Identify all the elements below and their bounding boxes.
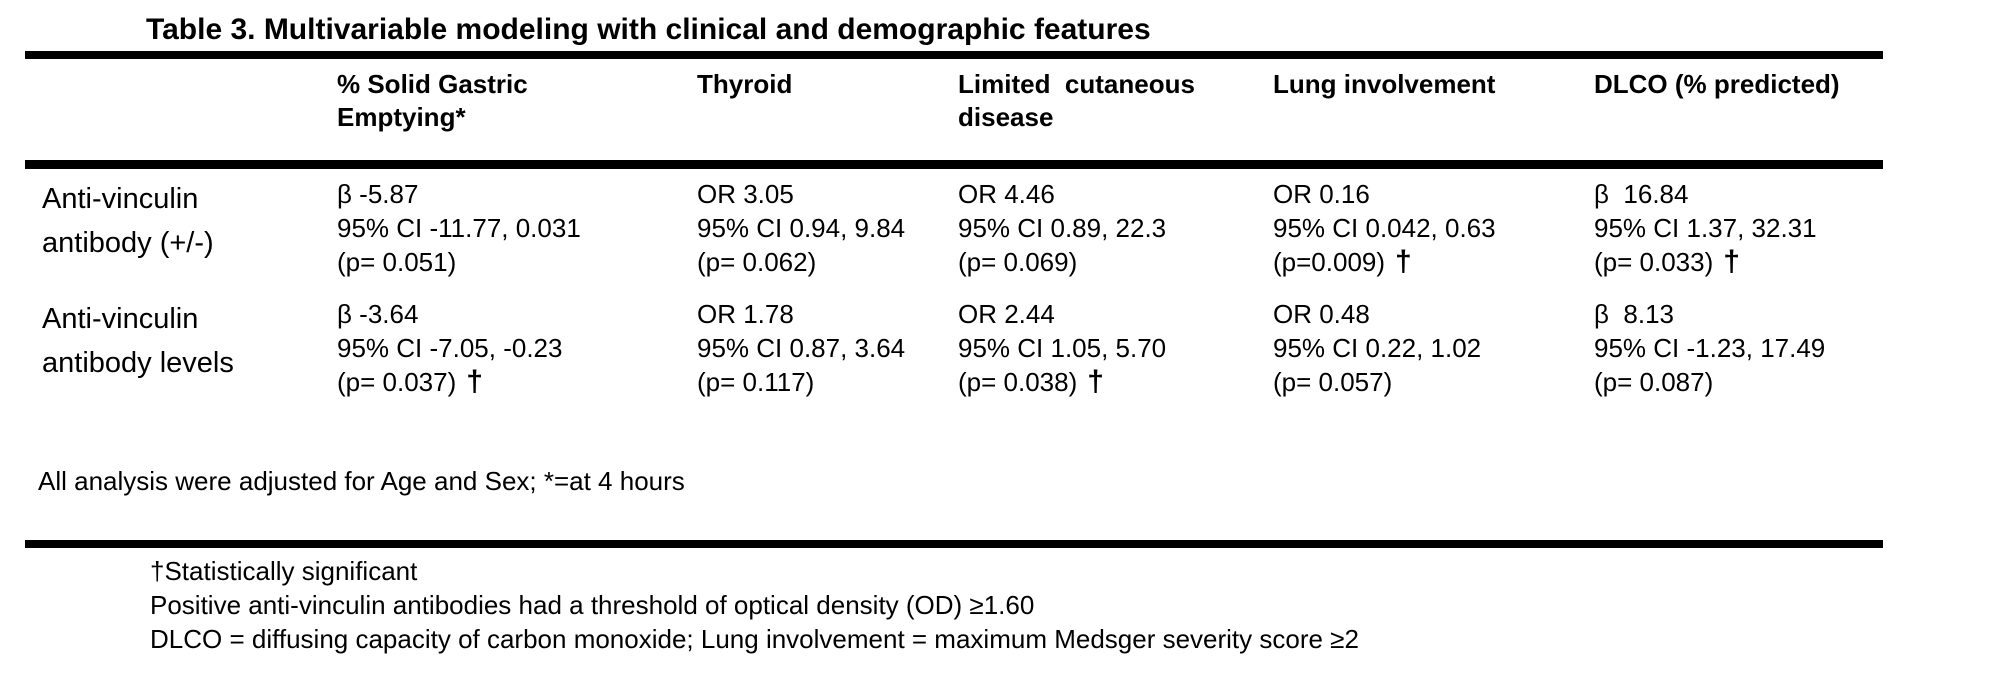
p-value-line: (p= 0.033) † — [1594, 245, 1873, 279]
row-label-anti-vinculin-antibody: Anti-vinculin antibody (+/-) — [42, 183, 214, 259]
confidence-interval: 95% CI 0.87, 3.64 — [697, 333, 906, 363]
estimate-value: OR 2.44 — [958, 299, 1055, 329]
bottom-rule — [25, 540, 1883, 548]
cell-lung-involvement: OR 0.48 95% CI 0.22, 1.02 (p= 0.057) — [1273, 297, 1594, 399]
p-value: (p= 0.062) — [697, 247, 817, 277]
estimate-value: β 8.13 — [1594, 299, 1675, 329]
p-value: (p= 0.033) — [1594, 247, 1714, 277]
column-header-solid-gastric-emptying: % Solid Gastric Emptying* — [337, 69, 528, 132]
confidence-interval: 95% CI -7.05, -0.23 — [337, 333, 563, 363]
p-value-line: (p= 0.117) — [697, 365, 948, 399]
row-label-anti-vinculin-antibody-levels: Anti-vinculin antibody levels — [42, 303, 234, 379]
footnotes-block: †Statistically significant Positive anti… — [150, 554, 1359, 656]
confidence-interval: 95% CI 1.37, 32.31 — [1594, 213, 1817, 243]
p-value: (p=0.009) — [1273, 247, 1386, 277]
confidence-interval: 95% CI 0.22, 1.02 — [1273, 333, 1482, 363]
estimate-value: β -3.64 — [337, 299, 419, 329]
footnote-antibody-threshold: Positive anti-vinculin antibodies had a … — [150, 590, 1035, 620]
p-value: (p= 0.087) — [1594, 367, 1714, 397]
p-value: (p= 0.038) — [958, 367, 1078, 397]
cell-solid-gastric-emptying: β -5.87 95% CI -11.77, 0.031 (p= 0.051) — [337, 177, 697, 279]
confidence-interval: 95% CI 0.89, 22.3 — [958, 213, 1167, 243]
p-value: (p= 0.037) — [337, 367, 457, 397]
dagger-icon: † — [466, 365, 483, 398]
footnote-statistically-significant: †Statistically significant — [150, 556, 418, 586]
p-value-line: (p= 0.051) — [337, 245, 687, 279]
p-value-line: (p= 0.069) — [958, 245, 1263, 279]
dagger-icon: † — [1723, 245, 1740, 278]
column-header-dlco: DLCO (% predicted) — [1594, 69, 1840, 99]
estimate-value: β -5.87 — [337, 179, 419, 209]
cell-dlco: β 8.13 95% CI -1.23, 17.49 (p= 0.087) — [1594, 297, 1883, 399]
p-value-line: (p=0.009) † — [1273, 245, 1584, 279]
cell-lung-involvement: OR 0.16 95% CI 0.042, 0.63 (p=0.009) † — [1273, 177, 1594, 279]
cell-solid-gastric-emptying: β -3.64 95% CI -7.05, -0.23 (p= 0.037) † — [337, 297, 697, 399]
dagger-icon: † — [1395, 245, 1412, 278]
estimate-value: OR 4.46 — [958, 179, 1055, 209]
table-title: Table 3. Multivariable modeling with cli… — [146, 13, 1151, 46]
cell-limited-cutaneous-disease: OR 4.46 95% CI 0.89, 22.3 (p= 0.069) — [958, 177, 1273, 279]
estimate-value: OR 1.78 — [697, 299, 794, 329]
column-header-limited-cutaneous-disease: Limited cutaneous disease — [958, 69, 1195, 132]
p-value-line: (p= 0.037) † — [337, 365, 687, 399]
cell-dlco: β 16.84 95% CI 1.37, 32.31 (p= 0.033) † — [1594, 177, 1883, 279]
estimate-value: OR 0.16 — [1273, 179, 1370, 209]
p-value: (p= 0.057) — [1273, 367, 1393, 397]
cell-limited-cutaneous-disease: OR 2.44 95% CI 1.05, 5.70 (p= 0.038) † — [958, 297, 1273, 399]
confidence-interval: 95% CI 0.94, 9.84 — [697, 213, 906, 243]
p-value-line: (p= 0.038) † — [958, 365, 1263, 399]
table-header-row: % Solid Gastric Emptying* Thyroid Limite… — [25, 68, 1883, 134]
top-rule — [25, 51, 1883, 59]
column-header-empty — [25, 68, 337, 134]
estimate-value: OR 0.48 — [1273, 299, 1370, 329]
p-value-line: (p= 0.087) — [1594, 365, 1873, 399]
table-row: Anti-vinculin antibody levels β -3.64 95… — [25, 297, 1883, 399]
p-value-line: (p= 0.062) — [697, 245, 948, 279]
cell-thyroid: OR 3.05 95% CI 0.94, 9.84 (p= 0.062) — [697, 177, 958, 279]
estimate-value: OR 3.05 — [697, 179, 794, 209]
estimate-value: β 16.84 — [1594, 179, 1689, 209]
p-value: (p= 0.117) — [697, 367, 815, 397]
confidence-interval: 95% CI 1.05, 5.70 — [958, 333, 1167, 363]
cell-thyroid: OR 1.78 95% CI 0.87, 3.64 (p= 0.117) — [697, 297, 958, 399]
adjustment-note: All analysis were adjusted for Age and S… — [38, 466, 685, 496]
column-header-thyroid: Thyroid — [697, 69, 793, 99]
dagger-icon: † — [1087, 365, 1104, 398]
column-header-lung-involvement: Lung involvement — [1273, 69, 1496, 99]
confidence-interval: 95% CI -11.77, 0.031 — [337, 213, 581, 243]
p-value-line: (p= 0.057) — [1273, 365, 1584, 399]
footnote-abbreviations: DLCO = diffusing capacity of carbon mono… — [150, 624, 1359, 654]
table-row: Anti-vinculin antibody (+/-) β -5.87 95%… — [25, 177, 1883, 279]
confidence-interval: 95% CI 0.042, 0.63 — [1273, 213, 1496, 243]
p-value: (p= 0.051) — [337, 247, 457, 277]
confidence-interval: 95% CI -1.23, 17.49 — [1594, 333, 1826, 363]
header-rule — [25, 160, 1883, 169]
p-value: (p= 0.069) — [958, 247, 1078, 277]
